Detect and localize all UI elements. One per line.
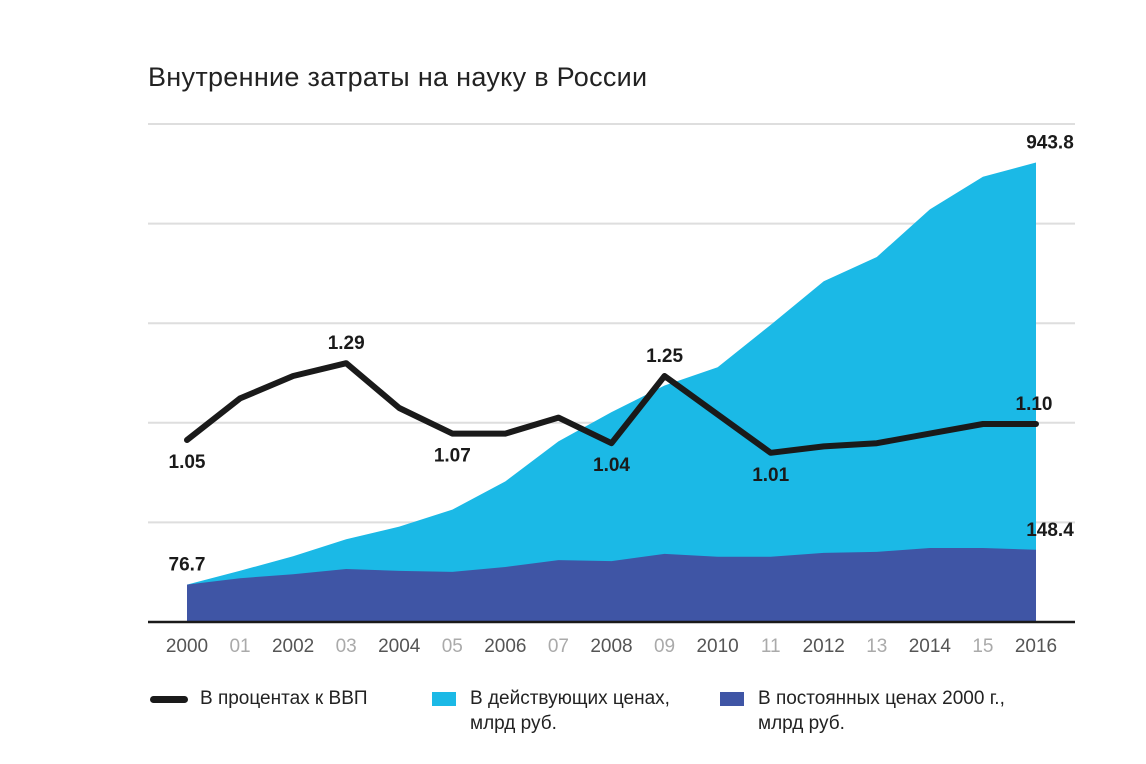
legend-label: В постоянных ценах 2000 г., [758, 688, 1005, 709]
x-tick-label: 2002 [272, 636, 314, 657]
data-label: 943.8 [1026, 133, 1074, 154]
legend-item-gdp-percent: В процентах к ВВП [150, 686, 368, 711]
legend-item-current-prices: В действующих ценах, млрд руб. [432, 686, 670, 736]
data-label: 1.25 [646, 346, 683, 367]
x-tick-label: 2000 [166, 636, 208, 657]
data-label: 76.7 [169, 555, 206, 576]
x-tick-label: 2016 [1015, 636, 1057, 657]
x-tick-label: 2010 [696, 636, 738, 657]
chart-title: Внутренние затраты на науку в России [148, 62, 648, 92]
x-tick-label: 2008 [590, 636, 632, 657]
x-tick-label: 2014 [909, 636, 952, 657]
area-current-prices [187, 162, 1036, 622]
x-tick-label: 2012 [803, 636, 845, 657]
data-label: 1.29 [328, 333, 365, 354]
x-tick-label: 2004 [378, 636, 421, 657]
x-tick-label: 05 [442, 636, 463, 657]
data-label: 1.07 [434, 446, 471, 467]
legend-item-constant-prices: В постоянных ценах 2000 г., млрд руб. [720, 686, 1005, 736]
x-tick-label: 01 [229, 636, 250, 657]
data-label: 1.04 [593, 455, 630, 476]
x-tick-label: 13 [866, 636, 887, 657]
legend-label: В процентах к ВВП [200, 688, 368, 709]
legend-label-line2: млрд руб. [470, 713, 557, 734]
x-tick-label: 2006 [484, 636, 526, 657]
legend-label: В действующих ценах, [470, 688, 670, 709]
x-tick-label: 15 [972, 636, 993, 657]
x-tick-label: 03 [336, 636, 357, 657]
data-label: 1.01 [752, 465, 789, 486]
legend-label-line2: млрд руб. [758, 713, 845, 734]
legend-swatch-constant [720, 692, 744, 706]
area-constant-prices [187, 548, 1036, 622]
data-label: 148.4 [1026, 520, 1074, 541]
legend-swatch-current [432, 692, 456, 706]
data-label: 1.10 [1016, 394, 1053, 415]
data-label: 1.05 [169, 452, 206, 473]
legend-line-swatch [150, 696, 188, 703]
x-tick-label: 07 [548, 636, 569, 657]
x-tick-label: 09 [654, 636, 675, 657]
x-tick-label: 11 [761, 636, 781, 657]
